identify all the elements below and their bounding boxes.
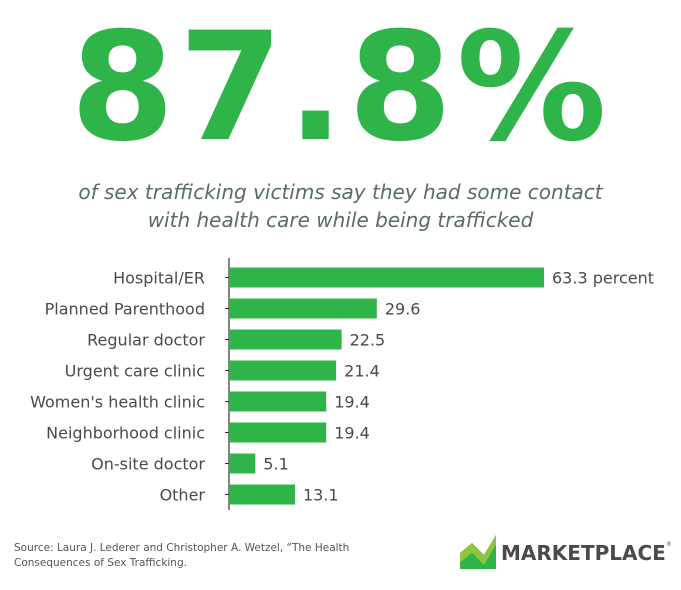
- registered-mark: ®: [665, 541, 672, 548]
- category-label: Hospital/ER: [113, 269, 205, 288]
- logo-text: MARKETPLACE®: [501, 541, 672, 565]
- value-label: 5.1: [263, 455, 288, 474]
- subtitle-line-2: with health care while being trafficked: [147, 208, 534, 232]
- source-line-1: Source: Laura J. Lederer and Christopher…: [14, 542, 350, 554]
- bar: [230, 267, 544, 288]
- category-label: Regular doctor: [87, 331, 205, 350]
- bar: [230, 422, 327, 443]
- headline-subtitle: of sex trafficking victims say they had …: [0, 178, 681, 234]
- bar-chart: Hospital/ER 63.3 percent Planned Parenthoo…: [30, 258, 654, 510]
- category-label: Planned Parenthood: [45, 300, 205, 319]
- logo-wordmark: MARKETPLACE: [501, 541, 666, 565]
- category-label: On-site doctor: [91, 455, 205, 474]
- bar: [230, 453, 256, 474]
- value-label: 29.6: [385, 300, 421, 319]
- source-line-2: Consequences of Sex Trafficking.: [14, 557, 187, 569]
- headline-stat: 87.8%: [70, 1, 611, 175]
- value-label: 63.3 percent: [552, 269, 654, 288]
- bar: [230, 391, 327, 412]
- category-label: Women's health clinic: [30, 393, 205, 412]
- value-label: 21.4: [344, 362, 380, 381]
- marketplace-logo: MARKETPLACE®: [460, 535, 672, 571]
- bar: [230, 360, 337, 381]
- bar: [230, 329, 342, 350]
- value-label: 19.4: [334, 424, 370, 443]
- subtitle-line-1: of sex trafficking victims say they had …: [78, 180, 603, 204]
- value-label: 19.4: [334, 393, 370, 412]
- category-label: Urgent care clinic: [65, 362, 205, 381]
- bar: [230, 484, 295, 505]
- marketplace-logo-icon: [460, 535, 496, 569]
- value-label: 22.5: [350, 331, 386, 350]
- bar: [230, 298, 377, 319]
- source-note: Source: Laura J. Lederer and Christopher…: [14, 541, 349, 571]
- category-label: Neighborhood clinic: [46, 424, 205, 443]
- category-label: Other: [160, 486, 206, 505]
- value-label: 13.1: [303, 486, 339, 505]
